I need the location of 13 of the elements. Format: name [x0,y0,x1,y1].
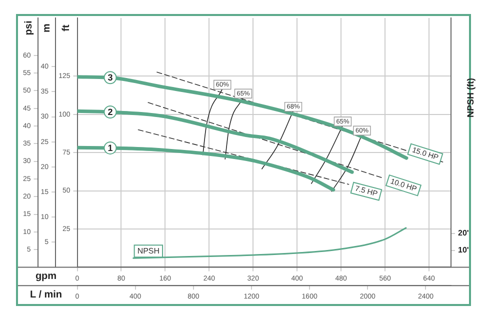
x2-axis-title: L / min [30,290,62,301]
series-label: 3 [108,72,113,83]
y-tick-label: 20' [458,228,469,238]
x-axis-title: gpm [35,271,57,282]
y3-axis-title: m [41,23,52,32]
series-label: NPSH [137,246,160,256]
line-series [132,227,407,259]
y-tick-label: 10' [458,246,469,255]
series-label: 1 [108,142,113,153]
y2-axis-title: psi [24,20,35,36]
y-axis-title: ft [61,24,72,32]
series-label: 2 [108,107,113,118]
y-axis-title: NPSH (ft) [465,78,476,118]
